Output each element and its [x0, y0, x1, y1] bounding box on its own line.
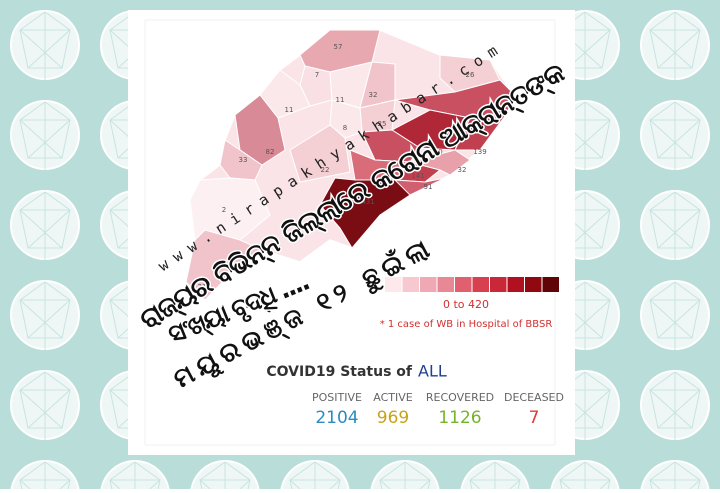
- district-label: 22: [321, 166, 330, 174]
- stats: POSITIVE 2104 ACTIVE 969 RECOVERED 1126 DECEAS…: [312, 391, 564, 428]
- legend-swatch: [402, 277, 419, 292]
- district-label: 8: [343, 124, 347, 132]
- district-label: 139: [473, 148, 486, 156]
- district-label: 32: [369, 91, 378, 99]
- district-label: 120: [477, 122, 490, 130]
- stat-label: ACTIVE: [373, 391, 413, 404]
- district: [408, 149, 471, 176]
- district: [454, 111, 510, 151]
- legend-swatch: [542, 277, 559, 292]
- district-label: 68: [381, 168, 390, 176]
- district-label: 431: [361, 198, 374, 206]
- district-label: 120: [429, 148, 442, 156]
- district: [299, 65, 333, 107]
- stat-value: 7: [529, 408, 540, 428]
- legend-swatch: [472, 277, 489, 292]
- legend-range: 0 to 420: [443, 298, 489, 311]
- district-label: 11: [336, 96, 345, 104]
- district: [289, 124, 351, 183]
- stat-label: RECOVERED: [426, 391, 494, 404]
- stat-label: DECEASED: [504, 391, 564, 404]
- districts: 57 7 11 32 26 11 25 8 82 33 120 280 120 139 22 68 141 32 9…: [185, 29, 513, 301]
- legend-swatch: [455, 277, 472, 292]
- district-label: 11: [285, 106, 294, 114]
- district-label: 26: [466, 71, 475, 79]
- district-label: 280: [451, 132, 464, 140]
- district-label: 21: [198, 283, 207, 291]
- district: [185, 229, 263, 301]
- district-label: 32: [458, 166, 467, 174]
- district: [259, 69, 311, 119]
- district-label: 33: [239, 156, 248, 164]
- status-title: COVID19 Status of: [266, 364, 413, 380]
- district-label: 2: [222, 206, 226, 214]
- district-label: 25: [378, 120, 387, 128]
- stat-value: 2104: [315, 408, 358, 428]
- district-label: 82: [266, 148, 275, 156]
- status-scope: ALL: [418, 362, 447, 381]
- legend-swatch: [490, 277, 507, 292]
- district: [361, 129, 421, 163]
- legend-swatch: [525, 277, 542, 292]
- district-label: 141: [411, 172, 424, 180]
- district: [319, 177, 411, 249]
- district-label: 57: [334, 43, 343, 51]
- stat-value: 969: [377, 408, 409, 428]
- stat-value: 1126: [438, 408, 481, 428]
- district-label: 91: [424, 183, 433, 191]
- legend-swatch: [385, 277, 402, 292]
- district-label: 7: [315, 71, 319, 79]
- card-grid: [144, 19, 556, 446]
- stat-label: POSITIVE: [312, 391, 362, 404]
- district: [329, 99, 363, 139]
- legend-swatch: [420, 277, 437, 292]
- legend: [385, 277, 559, 292]
- legend-swatch: [507, 277, 524, 292]
- note: * 1 case of WB in Hospital of BBSR: [380, 319, 553, 330]
- legend-swatch: [437, 277, 454, 292]
